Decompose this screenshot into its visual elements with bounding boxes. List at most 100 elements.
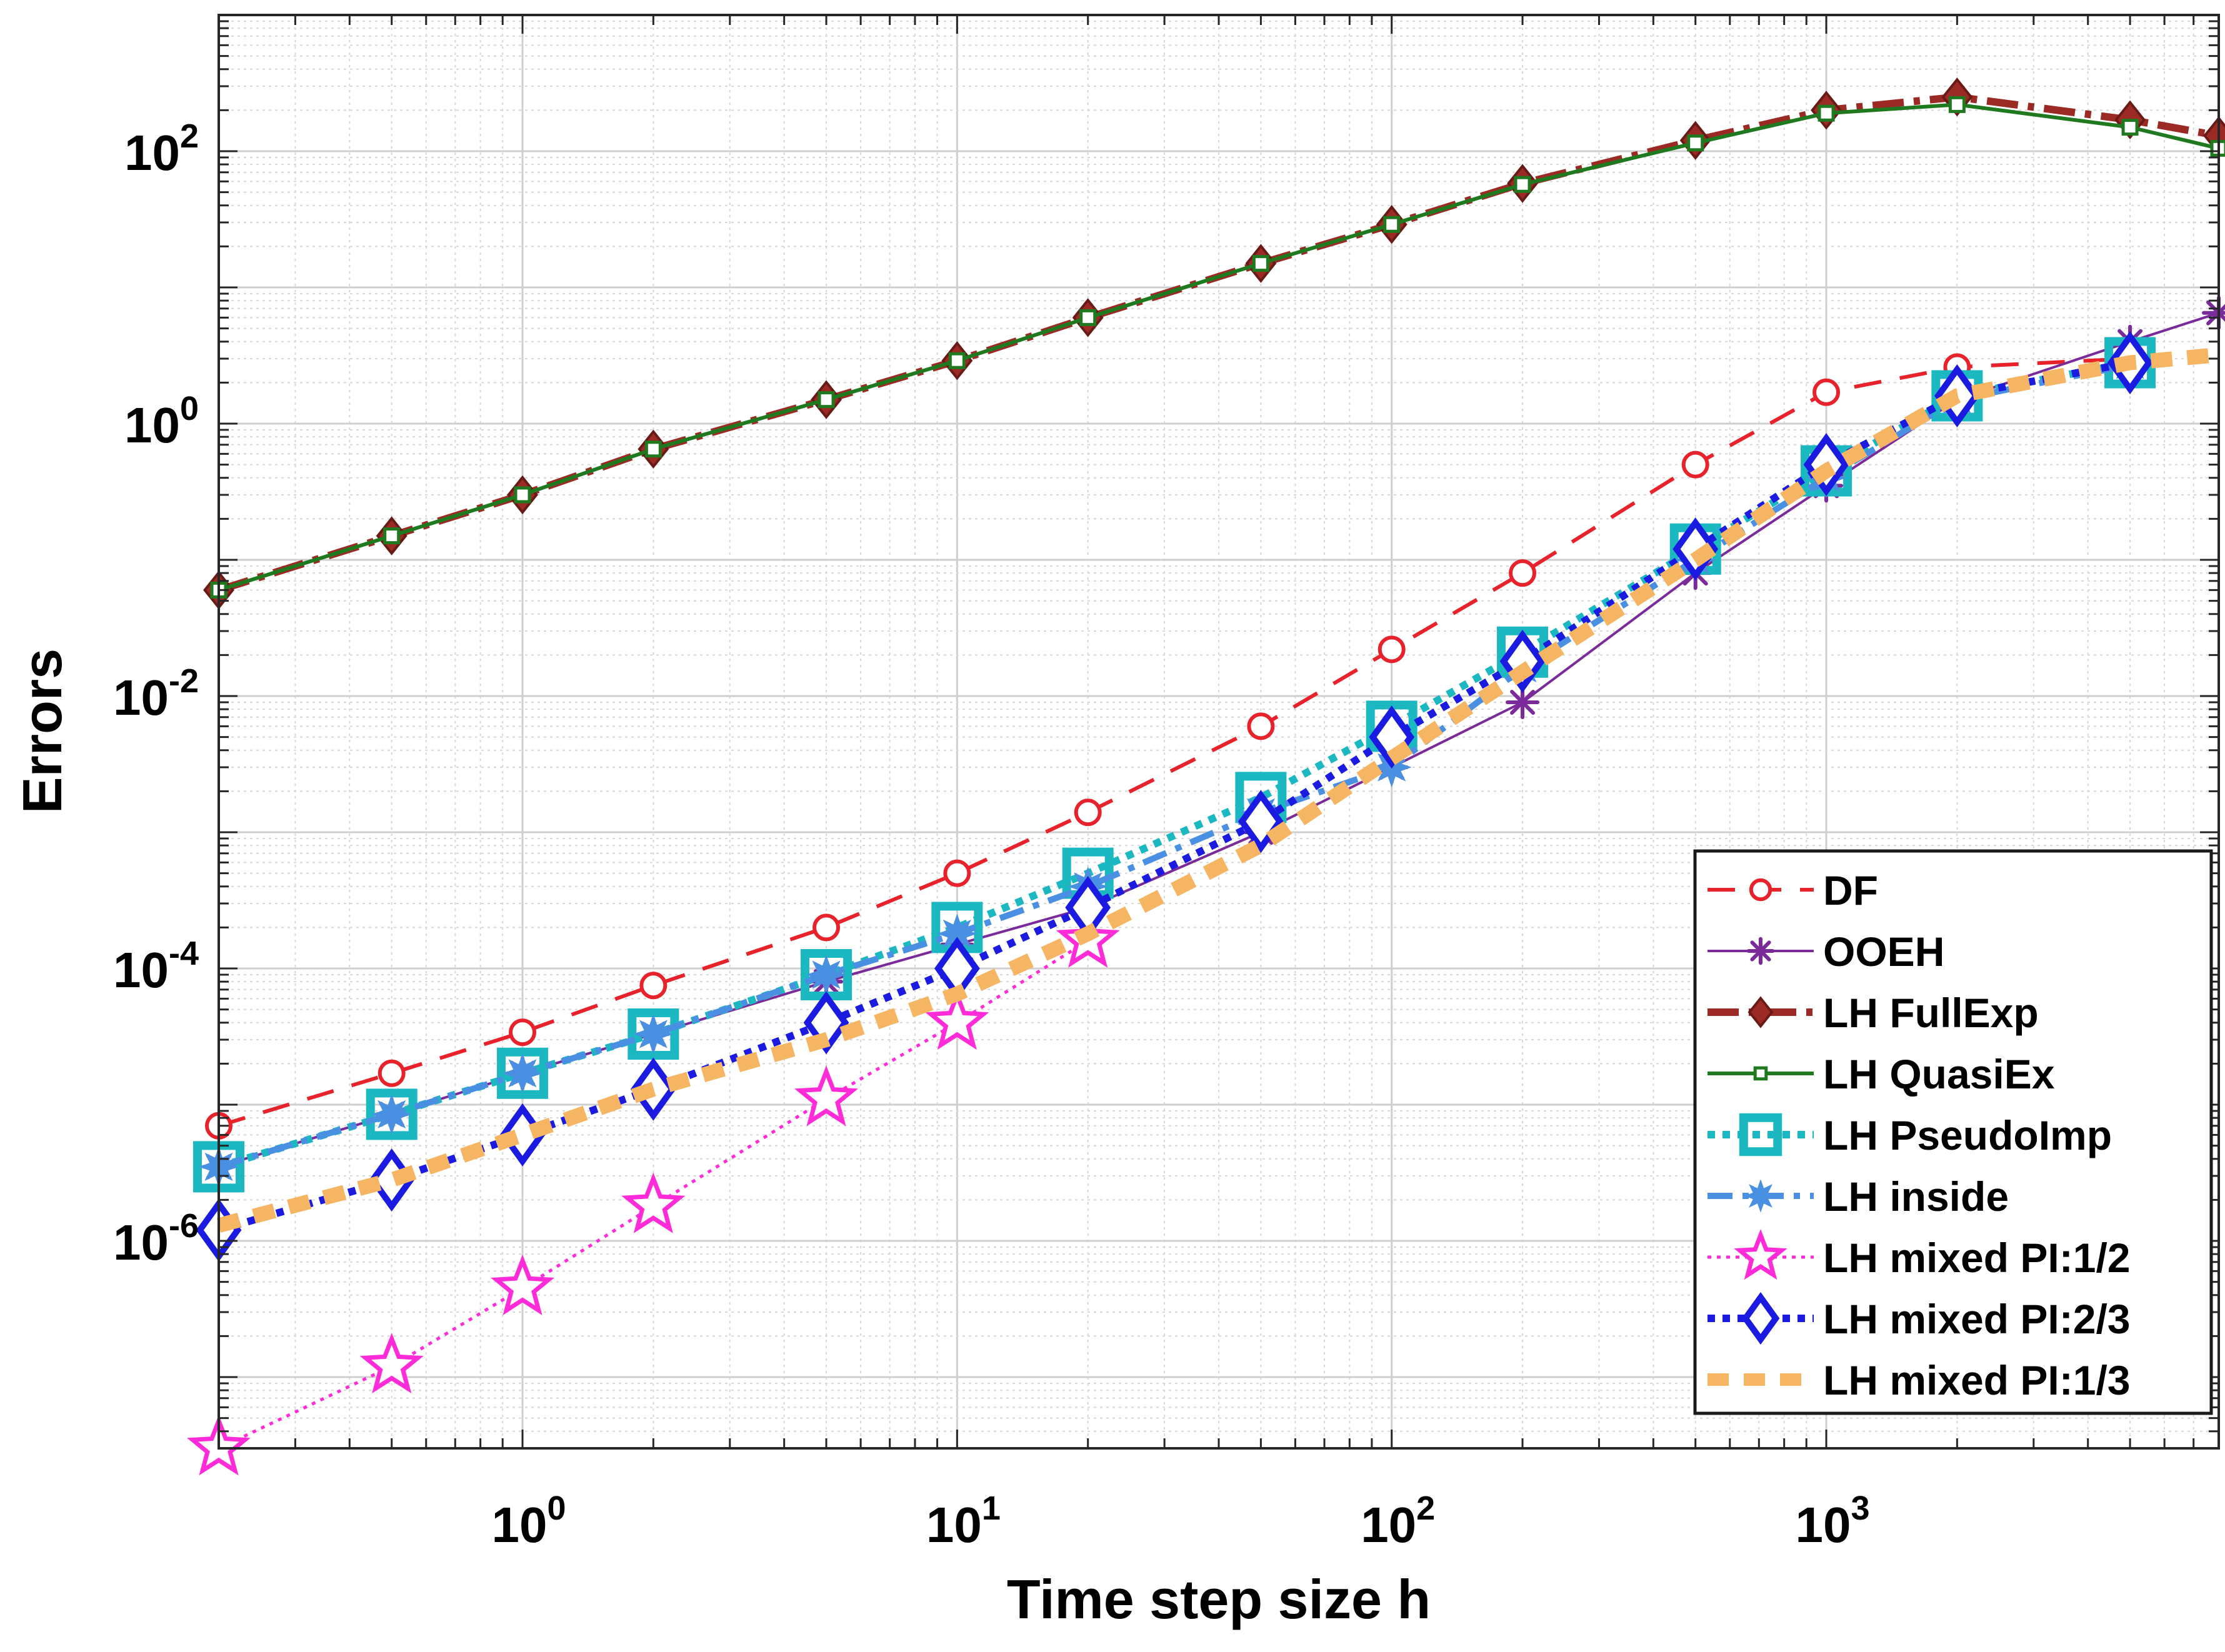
- data-point: [1506, 685, 1540, 719]
- data-point: [1818, 104, 1835, 122]
- data-point: [812, 913, 841, 942]
- legend-entry: OOEH: [1708, 928, 1944, 975]
- data-point: [1948, 96, 1966, 113]
- data-point: [371, 1094, 412, 1135]
- data-point: [1252, 255, 1269, 272]
- series-layer: [187, 77, 2225, 1476]
- series-line: [218, 359, 2131, 1171]
- tick-label-exponent: 1: [982, 1490, 1001, 1527]
- data-point: [633, 1014, 674, 1054]
- legend-marker: [1744, 1179, 1778, 1213]
- y-tick-label: 10-4: [113, 935, 199, 998]
- legend-entry: LH mixed PI:1/2: [1708, 1229, 2131, 1281]
- x-tick-label: 102: [1361, 1490, 1435, 1553]
- data-point: [621, 1172, 686, 1233]
- series-lh-quasiex: [210, 96, 2225, 599]
- data-point: [1074, 799, 1102, 827]
- tick-label-base: 10: [113, 1215, 169, 1270]
- tick-label-base: 10: [124, 397, 180, 453]
- data-point: [378, 1059, 406, 1087]
- legend-label: LH mixed PI:1/2: [1823, 1235, 2131, 1281]
- tick-label-base: 10: [492, 1497, 548, 1553]
- legend-label: LH QuasiEx: [1823, 1051, 2055, 1097]
- data-point: [1681, 450, 1709, 479]
- legend-label: LH mixed PI:2/3: [1823, 1296, 2131, 1342]
- data-point: [509, 1018, 537, 1047]
- grid: [218, 14, 2219, 1449]
- legend-entry: LH FullExp: [1708, 990, 2039, 1036]
- tick-label-exponent: 0: [547, 1490, 566, 1527]
- asterisk-stroke: [1750, 940, 1771, 962]
- legend-label: LH PseudoImp: [1823, 1112, 2112, 1158]
- series-line: [216, 347, 2220, 1233]
- legend-entry: LH PseudoImp: [1708, 1112, 2112, 1158]
- tick-label-exponent: 2: [180, 117, 199, 155]
- data-point: [1378, 635, 1406, 664]
- legend-entry: LH inside: [1708, 1173, 2009, 1220]
- tick-label-base: 10: [926, 1497, 982, 1553]
- legend-marker: [1734, 1229, 1788, 1280]
- tick-label-exponent: 3: [1851, 1490, 1870, 1527]
- data-point: [366, 1088, 418, 1140]
- tick-label-exponent: -6: [169, 1207, 199, 1245]
- asterisk-stroke: [1510, 690, 1535, 715]
- legend-label: DF: [1823, 867, 1878, 913]
- tick-label-exponent: 0: [180, 390, 199, 427]
- data-point: [1687, 134, 1704, 152]
- series-df: [205, 344, 2144, 1140]
- series-line: [218, 357, 2131, 1128]
- series-lh-mixed-pi-1-3: [216, 347, 2220, 1233]
- data-point: [644, 440, 662, 458]
- data-point: [497, 1047, 549, 1099]
- data-point: [925, 989, 989, 1050]
- legend-marker: [1741, 1291, 1780, 1345]
- tick-label-base: 10: [124, 125, 180, 181]
- data-point: [1509, 559, 1537, 587]
- data-point: [502, 1053, 542, 1093]
- legend-marker: [1749, 878, 1772, 902]
- tick-label-base: 10: [113, 670, 169, 725]
- x-tick-label: 100: [492, 1490, 566, 1553]
- legend: DF OOEH LH FullExp LH QuasiEx LH PseudoImp L…: [1693, 849, 2213, 1415]
- legend-box: [1693, 849, 2213, 1415]
- data-point: [1247, 712, 1275, 740]
- data-point: [818, 391, 835, 409]
- data-point: [491, 1254, 555, 1316]
- tick-label-base: 10: [1796, 1497, 1851, 1553]
- legend-marker: [1753, 1066, 1768, 1081]
- tick-label-base: 10: [113, 942, 169, 998]
- legend-marker: [1748, 996, 1774, 1028]
- tick-label-exponent: -4: [169, 935, 199, 972]
- data-point: [1812, 378, 1841, 406]
- legend-label: LH FullExp: [1823, 990, 2039, 1036]
- data-point: [359, 1333, 424, 1394]
- legend-entry: LH mixed PI:2/3: [1708, 1291, 2131, 1345]
- data-point: [628, 1008, 679, 1060]
- y-axis-label: Errors: [11, 649, 73, 814]
- legend-entry: LH mixed PI:1/3: [1708, 1357, 2131, 1403]
- data-point: [1079, 309, 1097, 326]
- legend-label: LH mixed PI:1/3: [1823, 1357, 2131, 1403]
- x-tick-label: 101: [926, 1490, 1001, 1553]
- series-line: [218, 359, 2131, 1234]
- legend-marker: [1746, 937, 1775, 965]
- y-tick-label: 100: [124, 390, 199, 453]
- data-point: [806, 955, 846, 995]
- y-tick-label: 10-6: [113, 1207, 199, 1270]
- legend-marker: [1739, 1113, 1782, 1157]
- legend-label: OOEH: [1823, 928, 1944, 975]
- y-tick-label: 10-2: [113, 662, 199, 725]
- data-point: [514, 486, 531, 504]
- data-point: [2121, 119, 2139, 136]
- legend-entry: DF: [1708, 867, 1878, 913]
- x-tick-label: 103: [1796, 1490, 1870, 1553]
- data-point: [383, 527, 401, 545]
- data-point: [1499, 629, 1546, 693]
- data-point: [1383, 216, 1401, 233]
- data-point: [1514, 176, 1531, 193]
- data-point: [794, 1065, 859, 1127]
- tick-label-base: 10: [1361, 1497, 1416, 1553]
- legend-entry: LH QuasiEx: [1708, 1051, 2055, 1097]
